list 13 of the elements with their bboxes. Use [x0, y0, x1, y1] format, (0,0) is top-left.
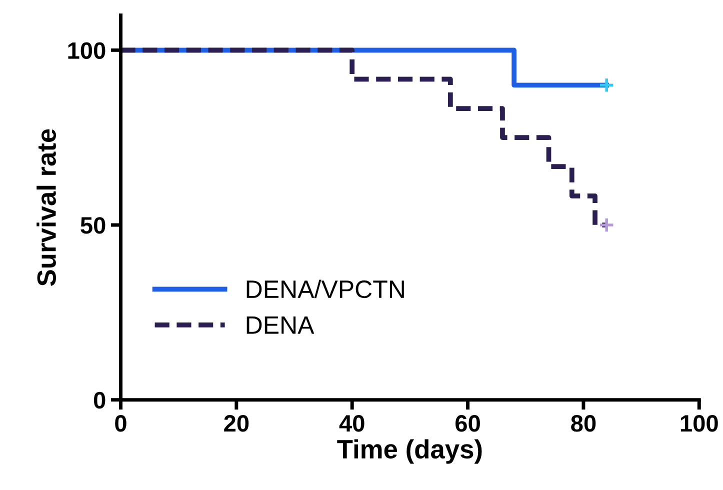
y-tick-label: 100 — [68, 42, 106, 59]
legend-label: DENA — [246, 316, 314, 334]
y-tick-label: 0 — [94, 392, 106, 409]
x-tick-label: 100 — [680, 415, 718, 432]
y-axis-title: Survival rate — [36, 129, 56, 286]
x-tick-label: 80 — [571, 415, 596, 432]
x-tick-label: 40 — [339, 415, 364, 432]
x-tick-label: 20 — [224, 415, 249, 432]
x-tick-label: 60 — [456, 415, 480, 432]
y-tick-label: 50 — [80, 217, 106, 234]
x-tick-label: 0 — [115, 415, 126, 432]
legend-label: DENA/VPCTN — [246, 280, 404, 298]
x-axis-title: Time (days) — [337, 439, 482, 464]
